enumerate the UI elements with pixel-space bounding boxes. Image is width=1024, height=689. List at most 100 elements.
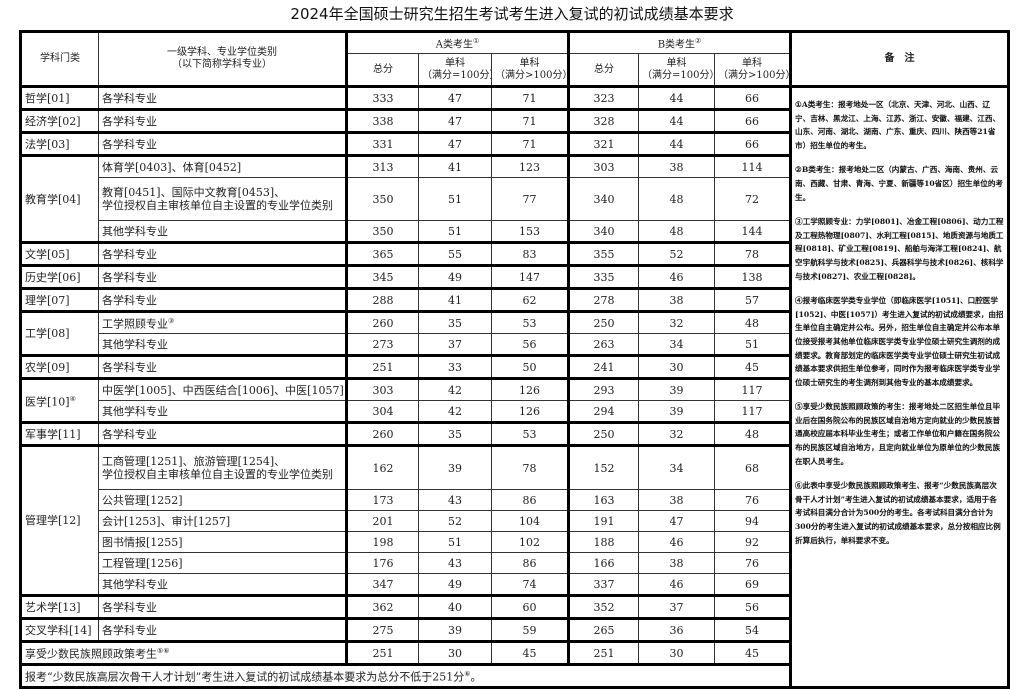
major-cell: 公共管理[1252] [98, 489, 347, 511]
category-cell: 哲学[01] [19, 85, 99, 110]
a-total-value: 347 [345, 573, 419, 596]
minority-b-total-value: 251 [567, 640, 640, 665]
a-single100-value: 47 [418, 108, 492, 133]
b-total-value: 352 [567, 594, 640, 619]
table-row: 其他学科专业 304 42 126 294 39 117 [21, 400, 1009, 423]
b-single100-value: 52 [638, 241, 716, 266]
b-total-value: 321 [567, 131, 640, 156]
b-single100-value: 38 [638, 489, 716, 511]
label: 单科 [519, 57, 540, 69]
label: （满分>100分） [495, 69, 569, 81]
a-single100-value: 47 [418, 85, 492, 110]
a-single-gt100-value: 126 [490, 377, 570, 401]
major-cell: 工学照顾专业③ [98, 310, 347, 334]
major-label: 各学科专业 [102, 91, 157, 105]
score-requirements-table: 学科门类 一级学科、专业学位类别 （以下简称学科专业） A类考生① B类考生② 备… [18, 30, 1011, 689]
category-label: 农学[09] [25, 360, 70, 374]
b-single-gt100-value: 78 [714, 241, 792, 266]
category-label: 工学[08] [25, 327, 70, 340]
b-single100-value: 34 [638, 333, 716, 356]
group-a-footnote: ① [472, 36, 480, 45]
category-label: 理学[07] [25, 293, 70, 307]
table-row: 工程管理[1256] 176 43 86 166 38 76 [21, 552, 1009, 574]
a-single100-value: 42 [418, 377, 492, 401]
major-label: 体育学[0403]、体育[0452] [102, 160, 242, 174]
table-row: 军事学[11] 各学科专业 260 35 53 250 32 48 [19, 421, 1009, 446]
label: （满分=100分） [642, 69, 715, 81]
minority-a-single-gt100-value: 45 [490, 640, 570, 665]
major-label: 图书情报[1255] [102, 535, 183, 549]
a-single-gt100-value: 71 [490, 85, 570, 110]
minority-label: 享受少数民族照顾政策考生 [25, 647, 157, 661]
header-major: 一级学科、专业学位类别 （以下简称学科专业） [98, 30, 347, 87]
major-label: 其他学科专业 [102, 224, 168, 238]
a-single-gt100-value: 86 [490, 489, 570, 511]
table-row: 管理学[12] 工商管理[1251]、旅游管理[1254]、 学位授权自主审核单位自… [19, 444, 1009, 596]
b-single100-value: 30 [638, 354, 716, 379]
a-total-value: 362 [345, 594, 419, 619]
major-cell: 其他学科专业 [98, 333, 347, 356]
b-total-value: 355 [567, 241, 640, 266]
b-total-value: 263 [567, 333, 640, 356]
table-row: 哲学[01] 各学科专业 333 47 71 323 44 66 ①A类考生：报考地处一区（北京… [19, 85, 1011, 689]
minority-b-single-gt100-value: 45 [714, 640, 792, 665]
b-single100-value: 39 [638, 400, 716, 423]
category-cell: 农学[09] [19, 354, 99, 379]
major-cell: 各学科专业 [98, 85, 347, 110]
major-label: 工程管理[1256] [102, 556, 183, 570]
a-single-gt100-value: 147 [490, 264, 570, 289]
a-single-gt100-value: 78 [490, 444, 570, 490]
b-total-value: 337 [567, 573, 640, 596]
b-total-value: 163 [567, 489, 640, 511]
a-total-value: 333 [345, 85, 419, 110]
b-total-value: 303 [567, 154, 640, 178]
major-cell: 工商管理[1251]、旅游管理[1254]、 学位授权自主审核单位自主设置的专业学… [98, 444, 347, 490]
category-label: 医学[10] [25, 395, 70, 409]
b-total-value: 265 [567, 617, 640, 642]
major-label: 各学科专业 [102, 247, 157, 261]
note-item: ③工学照顾专业：力学[0801]、冶金工程[0806]、动力工程及工程热物理[0… [795, 217, 1004, 281]
table-row: 教育学[04] 体育学[0403]、体育[0452] 313 41 123 303 38 11… [19, 154, 1009, 243]
major-label: 其他学科专业 [102, 337, 168, 351]
b-single100-value: 46 [638, 573, 716, 596]
a-total-value: 173 [345, 489, 419, 511]
b-single-gt100-value: 56 [714, 594, 792, 619]
b-single-gt100-value: 94 [714, 510, 792, 532]
header-group-a: A类考生① [344, 30, 570, 54]
a-single100-value: 41 [418, 154, 492, 178]
a-total-value: 251 [345, 354, 419, 379]
major-label: 教育[0451]、国际中文教育[0453]、 [102, 186, 286, 199]
b-single100-value: 32 [638, 310, 716, 334]
b-total-value: 340 [567, 177, 640, 221]
a-total-value: 338 [345, 108, 419, 133]
a-single100-value: 41 [418, 287, 492, 312]
major-label-line2: 学位授权自主审核单位自主设置的专业学位类别 [102, 199, 333, 212]
minority-a-single100-value: 30 [418, 640, 492, 665]
group-b-footnote: ② [695, 36, 702, 45]
note-item: ②B类考生：报考地处二区（内蒙古、广西、海南、贵州、云南、西藏、甘肃、青海、宁夏… [795, 165, 1004, 202]
major-footnote: ③ [168, 317, 175, 326]
major-label: 其他学科专业 [102, 577, 168, 591]
a-single-gt100-value: 56 [490, 333, 570, 356]
b-single-gt100-value: 76 [714, 489, 792, 511]
a-total-value: 260 [345, 421, 419, 446]
a-total-value: 273 [345, 333, 419, 356]
a-single-gt100-value: 71 [490, 131, 570, 156]
header-major-line1: 一级学科、专业学位类别 [167, 47, 277, 58]
a-single-gt100-value: 60 [490, 594, 570, 619]
label: （满分>100分） [718, 69, 791, 81]
category-label: 文学[05] [25, 247, 70, 261]
a-single-gt100-value: 86 [490, 552, 570, 574]
a-total-value: 331 [345, 131, 419, 156]
b-single100-value: 46 [638, 264, 716, 289]
a-single-gt100-value: 74 [490, 573, 570, 596]
b-single-gt100-value: 72 [714, 177, 792, 221]
header-b-single-gt100: 单科 （满分>100分） [714, 53, 792, 87]
category-label: 交叉学科[14] [25, 623, 92, 637]
a-total-value: 350 [345, 220, 419, 243]
major-label: 公共管理[1252] [102, 493, 183, 507]
a-single-gt100-value: 123 [490, 154, 570, 178]
footer-end: 。 [470, 670, 482, 684]
category-label: 艺术学[13] [25, 600, 81, 614]
major-label: 各学科专业 [102, 270, 157, 284]
